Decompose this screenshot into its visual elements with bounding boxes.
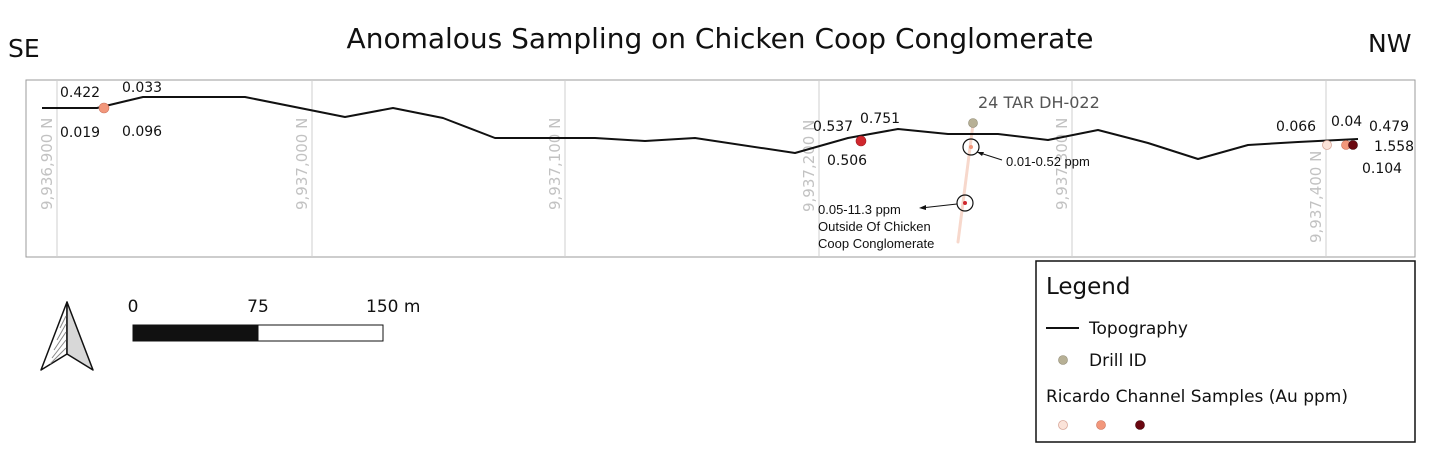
drill-trace — [956, 122, 975, 244]
scale-label-150m: 150 m — [366, 297, 420, 317]
scale-bar-light-segment — [257, 324, 384, 342]
scale-bar: 0 75 150 m — [128, 297, 420, 342]
drill-annotation-lower-line-1: 0.05-11.3 ppm — [818, 202, 901, 217]
sample-marker-central[interactable] — [855, 135, 867, 147]
sample-marker-nw-1[interactable] — [1322, 140, 1332, 150]
sample-value: 0.537 — [813, 119, 853, 135]
topography-line — [42, 96, 1359, 160]
arrow-upper-head — [977, 152, 984, 156]
grid-label-9937100: 9,937,100 N — [546, 118, 564, 210]
drill-annotation-upper: 0.01-0.52 ppm — [1006, 154, 1090, 169]
grid-label-9936900: 9,936,900 N — [38, 118, 56, 210]
legend-sample-mid-symbol — [1096, 420, 1106, 430]
sample-value: 0.506 — [827, 153, 867, 169]
direction-nw-label: NW — [1368, 29, 1411, 58]
sample-value: 0.096 — [122, 124, 162, 140]
drill-intercept-point-lower — [963, 201, 967, 205]
sample-marker-nw-3[interactable] — [1348, 140, 1358, 150]
scale-bar-dark-segment — [132, 324, 259, 342]
legend-sample-high-symbol — [1135, 420, 1145, 430]
drill-intercept-circle-upper — [962, 138, 980, 156]
legend-drill-label: Drill ID — [1089, 351, 1147, 371]
drill-annotation-lower-line-2: Outside Of Chicken — [818, 219, 931, 234]
sample-value: 0.033 — [122, 80, 162, 96]
drill-collar-marker[interactable] — [968, 118, 978, 128]
grid-label-9937300: 9,937,300 N — [1053, 118, 1071, 210]
sample-value: 0.04 — [1331, 114, 1362, 130]
map-title: Anomalous Sampling on Chicken Coop Congl… — [347, 22, 1094, 55]
legend-topography-label: Topography — [1088, 319, 1188, 339]
sample-value: 1.558 — [1374, 139, 1414, 155]
drill-intercept-circle-lower — [956, 194, 974, 212]
grid-label-9937200: 9,937,200 N — [800, 120, 818, 212]
drill-annotation-lower-line-3: Coop Conglomerate — [818, 236, 934, 251]
sample-value: 0.751 — [860, 111, 900, 127]
legend-sample-low-symbol — [1058, 420, 1068, 430]
legend-title: Legend — [1046, 274, 1131, 300]
scale-label-75: 75 — [247, 297, 269, 317]
grid-labels: 9,936,900 N 9,937,000 N 9,937,100 N 9,93… — [38, 118, 1325, 243]
sample-value-labels: 0.422 0.033 0.019 0.096 0.537 0.751 0.50… — [60, 80, 1414, 177]
scale-label-0: 0 — [128, 297, 139, 317]
legend-box — [1035, 260, 1416, 443]
sample-value: 0.066 — [1276, 119, 1316, 135]
drill-hole-id-label: 24 TAR DH-022 — [978, 93, 1100, 112]
section-frame — [25, 79, 1416, 258]
grid-label-9937400: 9,937,400 N — [1307, 151, 1325, 243]
legend: Legend Topography Drill ID Ricardo Chann… — [1035, 260, 1416, 443]
channel-samples — [98, 102, 1358, 150]
sample-value: 0.479 — [1369, 119, 1409, 135]
direction-se-label: SE — [8, 34, 40, 63]
drill-intercept-point-upper — [969, 145, 973, 149]
legend-channel-samples-label: Ricardo Channel Samples (Au ppm) — [1046, 387, 1348, 407]
sample-value: 0.104 — [1362, 161, 1402, 177]
sample-value: 0.422 — [60, 85, 100, 101]
arrow-lower-head — [919, 205, 926, 210]
grid-label-9937000: 9,937,000 N — [293, 118, 311, 210]
sample-value: 0.019 — [60, 125, 100, 141]
arrow-lower-line — [920, 203, 958, 209]
legend-drill-symbol — [1058, 355, 1068, 365]
sample-marker-se[interactable] — [98, 102, 110, 114]
north-arrow-icon — [40, 301, 94, 371]
